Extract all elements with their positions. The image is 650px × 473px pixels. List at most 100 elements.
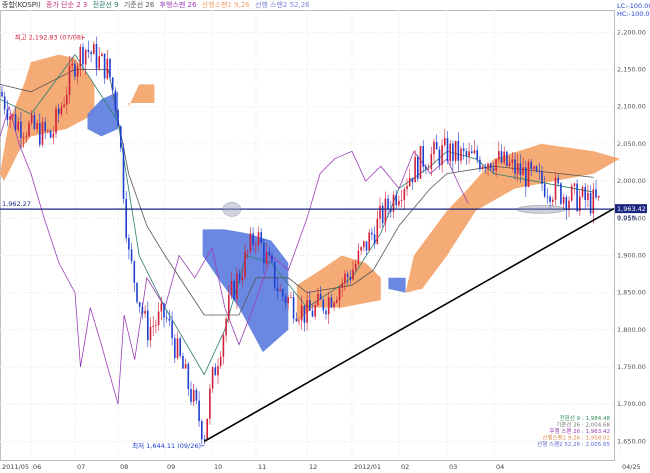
candle-body	[573, 183, 576, 186]
candle-body	[168, 318, 171, 321]
candle-body	[300, 305, 303, 321]
hline-label: 1,962.27	[2, 200, 31, 208]
highlight-ellipse-apr	[516, 204, 566, 214]
candle-body	[30, 114, 33, 124]
candle-body	[354, 263, 357, 270]
candle-body	[122, 147, 125, 200]
candle-body	[425, 166, 427, 169]
candle-body	[419, 146, 422, 179]
candle-body	[376, 218, 379, 244]
candle-body	[22, 137, 25, 138]
candle-body	[292, 296, 295, 319]
candle-body	[435, 141, 438, 150]
y-tick-label: 2,000.00	[617, 177, 646, 185]
candle-body	[28, 123, 30, 137]
candle-body	[133, 261, 136, 283]
candle-body	[449, 143, 451, 162]
candle-body	[514, 159, 516, 174]
candle-body	[190, 389, 192, 402]
legend-main: 종합(KOSPI)	[2, 1, 41, 9]
candle-body	[79, 46, 82, 67]
candle-body	[84, 49, 87, 65]
candle-body	[479, 159, 481, 170]
y-tick-label: 1,900.00	[617, 251, 646, 259]
candle-body	[441, 145, 443, 165]
candle-body	[454, 140, 457, 161]
candle-body	[9, 115, 11, 121]
candle-body	[55, 108, 57, 134]
y-tick-label: 1,850.00	[617, 289, 646, 297]
candle-body	[39, 123, 41, 145]
candle-body	[228, 294, 230, 319]
candle-body	[500, 151, 503, 163]
candle-body	[576, 183, 578, 212]
bottom-value-1: 기준선 26 : 2,004.68	[556, 421, 610, 429]
candle-body	[155, 324, 157, 326]
candle-body	[503, 151, 505, 163]
candle-body	[541, 171, 543, 184]
x-tick-label: 2011/05	[2, 463, 29, 471]
candle-body	[446, 138, 449, 162]
x-tick-label: 12	[309, 463, 317, 471]
candle-body	[109, 58, 111, 78]
candle-body	[476, 150, 478, 160]
candle-body	[71, 63, 73, 66]
candle-body	[3, 96, 6, 110]
candle-body	[174, 338, 176, 359]
candle-body	[408, 177, 411, 186]
candle-body	[217, 366, 219, 376]
candle-body	[365, 241, 368, 251]
candle-body	[17, 121, 19, 131]
candle-body	[519, 163, 522, 176]
candle-body	[209, 388, 211, 419]
candle-body	[82, 46, 84, 65]
candle-body	[427, 168, 430, 170]
candle-body	[219, 356, 222, 367]
candle-body	[487, 163, 489, 169]
candle-body	[184, 363, 187, 369]
candle-body	[562, 197, 565, 204]
candle-body	[222, 335, 225, 357]
candle-body	[152, 325, 154, 327]
candle-body	[255, 244, 257, 246]
candle-body	[398, 200, 400, 206]
candle-body	[95, 44, 98, 69]
legend-ichimoku-2: 후행스팬 26	[159, 1, 197, 9]
candle-body	[414, 156, 416, 183]
candle-body	[233, 281, 235, 300]
candle-body	[336, 300, 338, 303]
candle-body	[238, 273, 241, 281]
candle-body	[327, 297, 330, 315]
candle-body	[597, 195, 600, 198]
candle-body	[438, 149, 441, 165]
candle-body	[244, 251, 246, 278]
candle-body	[206, 418, 208, 440]
candle-body	[387, 198, 389, 209]
candle-body	[322, 299, 325, 311]
candle-body	[98, 56, 100, 69]
lagging-span-line	[0, 105, 469, 405]
candle-body	[273, 261, 276, 288]
candle-body	[246, 251, 249, 252]
x-tick-label: 04	[496, 463, 504, 471]
candle-body	[136, 282, 138, 303]
candle-body	[192, 390, 195, 402]
x-tick-label: 2012/01	[354, 463, 381, 471]
legend-ichimoku-0: 전환선 9	[92, 1, 119, 9]
candle-body	[47, 130, 49, 132]
candle-body	[1, 91, 3, 97]
candle-body	[114, 90, 117, 111]
candle-body	[160, 303, 163, 312]
candle-body	[462, 148, 465, 152]
candle-body	[592, 189, 595, 214]
candle-body	[128, 237, 130, 250]
legend-ma: 종가 단순 2 3	[46, 1, 88, 9]
candle-body	[57, 108, 60, 114]
candle-body	[201, 421, 203, 440]
candle-body	[360, 247, 362, 251]
y-tick-label: 1,750.00	[617, 363, 646, 371]
candle-body	[384, 198, 387, 224]
high-label: 최고 2,192.83 (07/08)	[15, 33, 84, 42]
candle-body	[20, 121, 22, 138]
candle-body	[530, 161, 532, 170]
